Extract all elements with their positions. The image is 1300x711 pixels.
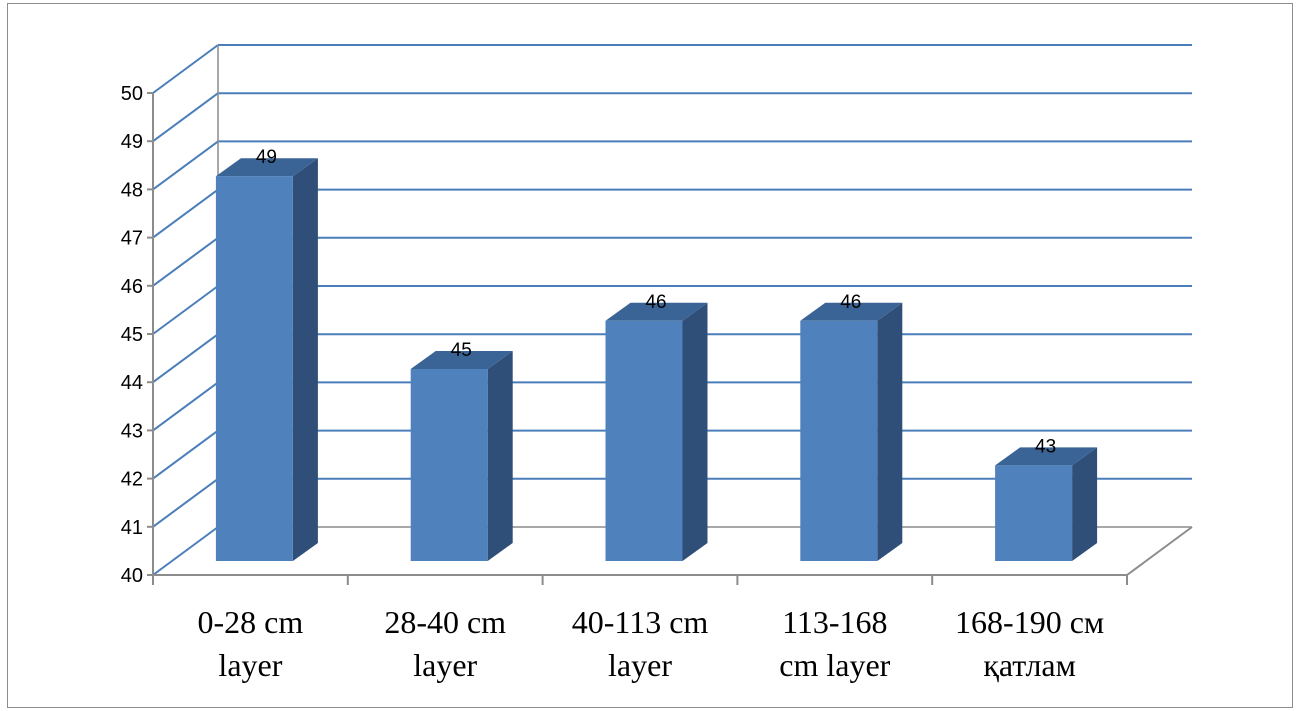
- y-tick-label: 44: [121, 372, 143, 394]
- bar-side: [293, 158, 318, 561]
- data-label: 43: [1035, 436, 1056, 457]
- bar: [216, 158, 318, 561]
- y-tick-label: 42: [121, 469, 143, 491]
- x-tick-label: 28-40 cm: [384, 604, 506, 640]
- gridline-side: [153, 238, 218, 286]
- gridline-side: [153, 45, 218, 93]
- gridline-side: [153, 141, 218, 189]
- bar-side: [1072, 447, 1097, 561]
- x-tick-label: layer: [218, 647, 282, 683]
- x-tick-label: 40-113 cm: [572, 604, 709, 640]
- bars: [216, 158, 1097, 561]
- bar: [606, 303, 708, 561]
- y-tick-label: 40: [121, 565, 143, 587]
- data-label: 45: [451, 340, 472, 361]
- x-tick-label: қатлам: [983, 647, 1076, 683]
- y-tick-label: 50: [121, 83, 143, 105]
- floor-edge: [1127, 527, 1192, 575]
- y-tick-label: 46: [121, 276, 143, 298]
- gridline-side: [153, 431, 218, 479]
- y-tick-label: 43: [121, 420, 143, 442]
- x-tick-label: layer: [608, 647, 672, 683]
- data-label: 46: [840, 292, 861, 313]
- bar-front: [216, 176, 293, 561]
- x-tick-label: 113-168: [782, 604, 887, 640]
- bar-front: [800, 321, 877, 561]
- data-label: 49: [256, 147, 277, 168]
- gridline-side: [153, 190, 218, 238]
- bar: [800, 303, 902, 561]
- bar-side: [877, 303, 902, 561]
- y-tick-label: 47: [121, 228, 143, 250]
- bar: [411, 351, 513, 561]
- gridline-side: [153, 527, 218, 575]
- y-tick-label: 41: [121, 517, 143, 539]
- x-tick-label: layer: [413, 647, 477, 683]
- bar-front: [606, 321, 683, 561]
- x-tick-label: 0-28 cm: [198, 604, 304, 640]
- x-tick-label: cm layer: [779, 647, 890, 683]
- y-tick-label: 45: [121, 324, 143, 346]
- bar-front: [995, 465, 1072, 561]
- gridline-side: [153, 479, 218, 527]
- data-label: 46: [645, 292, 666, 313]
- y-tick-label: 48: [121, 179, 143, 201]
- bar: [995, 447, 1097, 561]
- bar-side: [683, 303, 708, 561]
- gridline-side: [153, 93, 218, 141]
- y-tick-label: 49: [121, 131, 143, 153]
- gridline-side: [153, 382, 218, 430]
- bar-front: [411, 369, 488, 561]
- gridline-side: [153, 334, 218, 382]
- gridline-side: [153, 286, 218, 334]
- x-tick-label: 168-190 см: [955, 604, 1104, 640]
- bar-side: [488, 351, 513, 561]
